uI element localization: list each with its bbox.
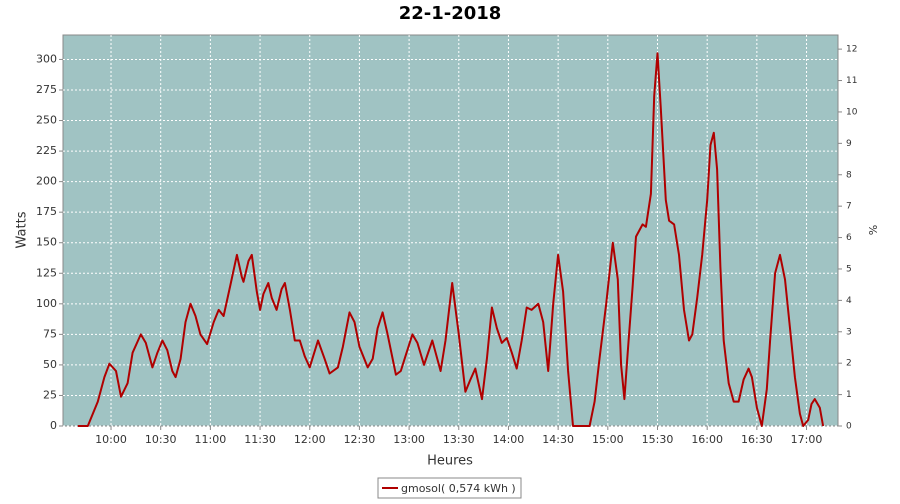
y2-tick-label: 9	[846, 139, 852, 149]
y2-tick-label: 2	[846, 359, 852, 369]
y-tick-label: 75	[43, 327, 57, 340]
x-tick-label: 12:30	[344, 433, 376, 446]
x-tick-label: 13:00	[393, 433, 425, 446]
y2-tick-label: 1	[846, 390, 852, 400]
y-tick-label: 225	[36, 144, 57, 157]
x-tick-label: 16:00	[691, 433, 723, 446]
x-tick-label: 10:30	[145, 433, 177, 446]
x-tick-label: 14:30	[542, 433, 574, 446]
y2-tick-label: 12	[846, 45, 857, 55]
plot-area	[62, 34, 839, 427]
x-axis-label: Heures	[427, 454, 473, 469]
y-tick-label: 250	[36, 114, 57, 127]
x-tick-label: 12:00	[294, 433, 326, 446]
x-tick-label: 13:30	[443, 433, 475, 446]
x-tick-label: 11:00	[195, 433, 227, 446]
y-tick-label: 50	[43, 358, 57, 371]
y-tick-label: 300	[36, 52, 57, 65]
y2-axis-label: %	[866, 225, 879, 235]
y-tick-label: 200	[36, 175, 57, 188]
y-tick-label: 25	[43, 388, 57, 401]
x-tick-label: 11:30	[244, 433, 276, 446]
y-axis-label: Watts	[15, 211, 30, 248]
y-tick-label: 125	[36, 266, 57, 279]
y2-tick-label: 3	[846, 327, 852, 337]
y2-tick-label: 10	[846, 107, 858, 117]
y-tick-label: 0	[50, 419, 57, 432]
y-tick-label: 275	[36, 83, 57, 96]
y-tick-label: 150	[36, 236, 57, 249]
x-tick-label: 15:30	[642, 433, 674, 446]
y2-tick-label: 6	[846, 233, 852, 243]
y2-tick-label: 5	[846, 264, 852, 274]
x-tick-label: 16:30	[741, 433, 773, 446]
y-tick-label: 100	[36, 297, 57, 310]
x-tick-label: 10:00	[95, 433, 127, 446]
y2-tick-label: 7	[846, 202, 852, 212]
y2-tick-label: 4	[846, 296, 852, 306]
x-tick-label: 17:00	[791, 433, 823, 446]
x-tick-label: 15:00	[592, 433, 624, 446]
y2-tick-label: 8	[846, 170, 852, 180]
data-line	[77, 52, 825, 427]
y2-tick-label: 0	[846, 422, 852, 432]
legend-box	[377, 477, 522, 499]
y-tick-label: 175	[36, 205, 57, 218]
x-tick-label: 14:00	[493, 433, 525, 446]
legend-label: gmosol( 0,574 kWh )	[401, 482, 516, 495]
y2-tick-label: 11	[846, 76, 857, 86]
chart-title: 22-1-2018	[399, 3, 502, 24]
